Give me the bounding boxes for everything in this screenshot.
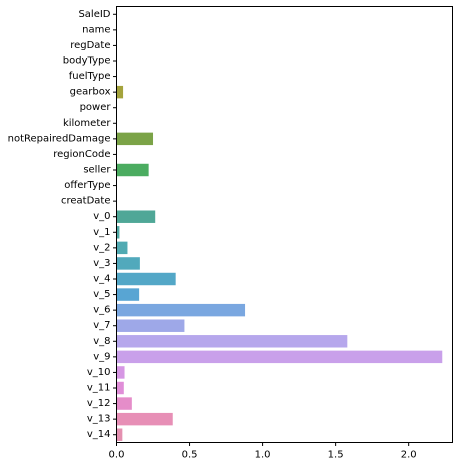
x-axis-ticks: 0.0 0.5 1.0 1.5 2.0 (109, 442, 417, 461)
bar-v_7 (116, 319, 185, 332)
bar-v_3 (116, 257, 140, 270)
x-tick-label: 1.5 (328, 450, 344, 461)
y-tick-label: offerType (64, 180, 110, 191)
bar-v_0 (116, 210, 156, 223)
y-tick-label: v_13 (87, 414, 111, 425)
y-tick-label: v_3 (93, 258, 110, 269)
y-tick-label: v_0 (93, 211, 110, 222)
y-tick-label: v_12 (87, 398, 111, 409)
y-tick-label: SaleID (78, 9, 110, 20)
y-tick-label: bodyType (63, 56, 111, 67)
y-tick-label: v_4 (93, 274, 110, 285)
bar-v_1 (116, 226, 120, 239)
bar-v_2 (116, 241, 128, 255)
bar-v_6 (116, 303, 246, 317)
bar-v_10 (116, 366, 125, 379)
y-tick-label: power (80, 102, 112, 113)
y-tick-label: notRepairedDamage (8, 133, 111, 144)
y-tick-label: name (82, 24, 110, 35)
x-tick-label: 2.0 (401, 450, 417, 461)
y-tick-label: v_2 (93, 242, 110, 253)
y-tick-label: v_8 (93, 336, 110, 347)
bar-v_13 (116, 412, 173, 426)
y-tick-label: v_9 (93, 351, 110, 362)
bar-v_4 (116, 272, 176, 286)
y-axis-ticks: SaleID name regDate bodyType fuelType gearbox… (8, 9, 117, 440)
y-tick-label: v_7 (93, 320, 110, 331)
x-tick-label: 1.0 (255, 450, 271, 461)
bars-layer (116, 85, 443, 441)
bar-v_14 (116, 428, 123, 441)
bar-v_8 (116, 335, 348, 348)
y-tick-label: creatDate (61, 196, 111, 207)
plot-frame (116, 6, 453, 443)
bar-v_9 (116, 350, 443, 364)
bar-gearbox (116, 85, 124, 99)
y-tick-label: v_1 (93, 227, 110, 238)
y-tick-label: v_6 (93, 305, 110, 316)
y-tick-label: v_10 (87, 367, 111, 378)
y-tick-label: regDate (70, 40, 110, 51)
y-tick-label: v_5 (93, 289, 110, 300)
y-tick-label: kilometer (63, 118, 111, 129)
y-tick-label: seller (83, 165, 111, 176)
x-tick-label: 0.0 (109, 450, 125, 461)
bar-notrepaireddamage (116, 132, 154, 146)
y-tick-label: gearbox (70, 87, 111, 98)
y-tick-label: v_14 (87, 429, 111, 440)
y-tick-label: regionCode (53, 149, 110, 160)
bar-v_12 (116, 397, 132, 410)
bar-v_5 (116, 288, 140, 301)
bar-v_11 (116, 381, 124, 395)
y-tick-label: v_11 (87, 383, 111, 394)
y-tick-label: fuelType (69, 71, 111, 82)
bar-seller (116, 163, 149, 177)
x-tick-label: 0.5 (182, 450, 198, 461)
